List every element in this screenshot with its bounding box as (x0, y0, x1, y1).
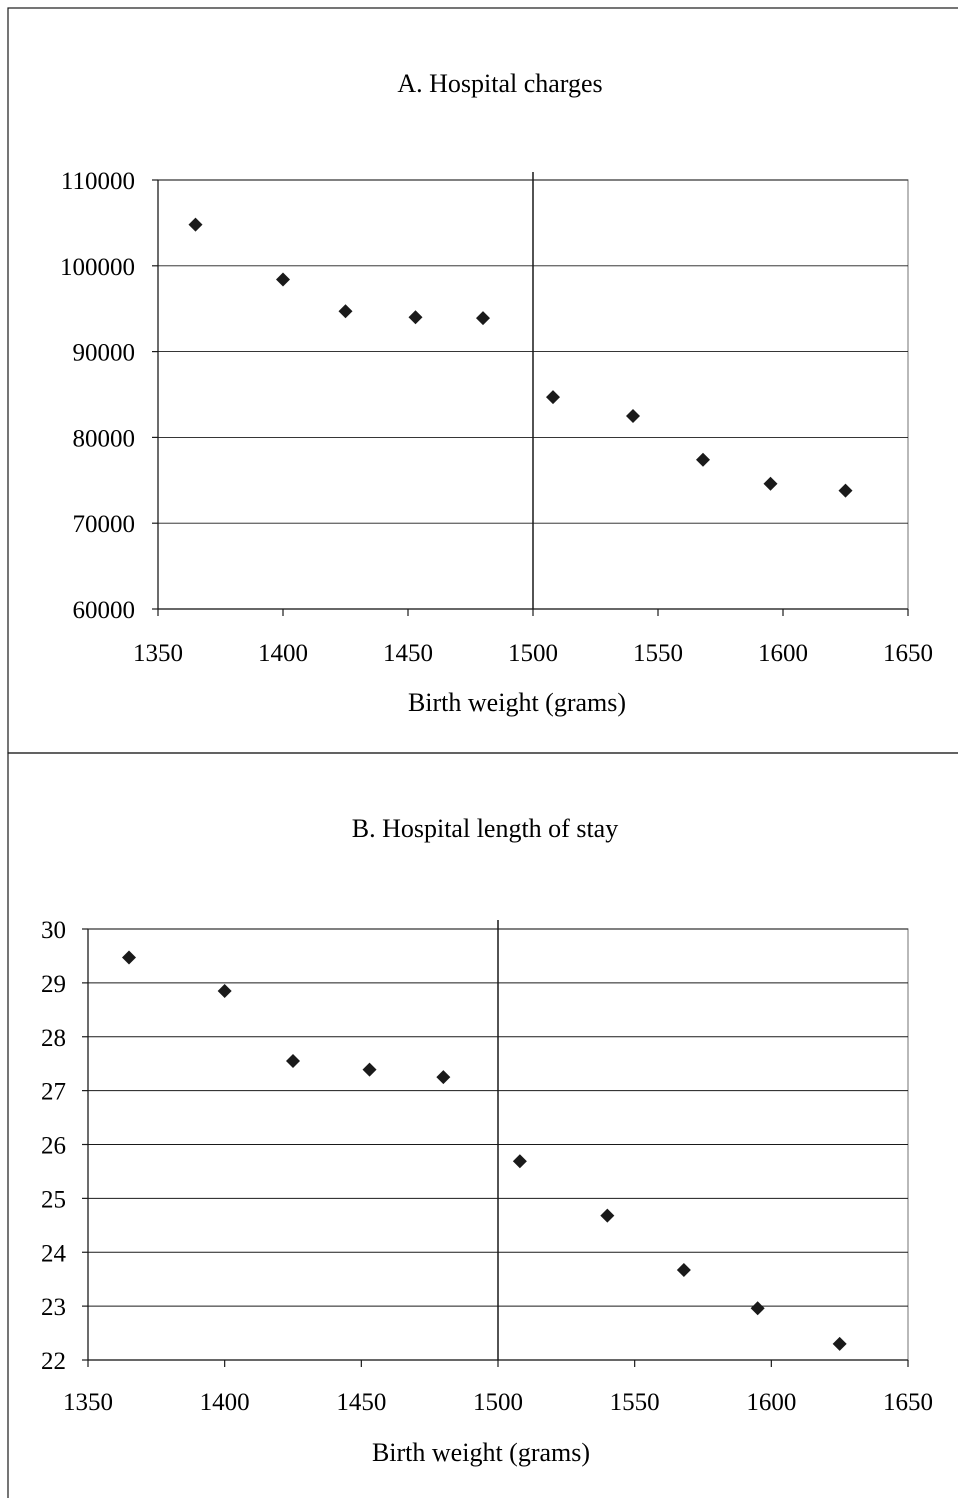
panel-b-y-tick-label: 22 (41, 1348, 66, 1375)
panel-a-x-tick-label: 1500 (508, 640, 558, 667)
panel-b-x-tick-label: 1600 (746, 1389, 796, 1416)
panel-a-data-point (188, 217, 203, 232)
panel-a-x-tick-label: 1550 (633, 640, 683, 667)
panel-b-y-tick-label: 23 (41, 1294, 66, 1321)
panel-b-y-tick-label: 27 (41, 1079, 66, 1106)
panel-a-hospital-charges: A. Hospital charges Birth weight (grams)… (7, 7, 958, 754)
panel-b-frame (7, 752, 958, 1498)
panel-a-data-point (546, 390, 560, 405)
panel-a-title: A. Hospital charges (397, 69, 602, 98)
panel-a-x-axis-label: Birth weight (grams) (408, 688, 626, 717)
panel-b-data-point (750, 1301, 765, 1316)
panel-b-y-tick-label: 24 (41, 1240, 67, 1267)
panel-a-y-tick-label: 100000 (60, 254, 135, 281)
panel-a-x-tick-label: 1600 (758, 640, 808, 667)
panel-b-y-tick-label: 25 (41, 1186, 66, 1213)
panel-a-data-point (626, 408, 640, 423)
panel-a-y-tick-label: 60000 (73, 597, 136, 624)
panel-a-x-tick-label: 1450 (383, 640, 433, 667)
panel-a-data-point (696, 452, 710, 467)
panel-a-x-tick-label: 1350 (133, 640, 183, 667)
panel-a-data-point (338, 304, 353, 319)
panel-b-y-tick-label: 29 (41, 971, 66, 998)
panel-b-y-tick-label: 30 (41, 917, 66, 944)
panel-a-data-point (763, 476, 778, 491)
panel-b-data-point (217, 983, 232, 998)
panel-b-x-tick-label: 1350 (63, 1389, 113, 1416)
panel-b-length-of-stay: B. Hospital length of stay Birth weight … (7, 752, 958, 1498)
panel-b-y-tick-label: 26 (41, 1133, 66, 1160)
panel-b-data-point (832, 1336, 847, 1351)
panel-a-y-tick-label: 80000 (73, 425, 136, 452)
panel-b-x-axis-label: Birth weight (grams) (372, 1438, 590, 1467)
panel-a-data-point (838, 483, 853, 498)
panel-a-data-point (476, 311, 490, 326)
panel-b-x-tick-label: 1550 (610, 1389, 660, 1416)
panel-b-data-point (436, 1070, 451, 1085)
panel-a-data-point (408, 310, 423, 325)
panel-b-y-tick-label: 28 (41, 1025, 66, 1052)
panel-a-x-tick-label: 1650 (883, 640, 933, 667)
panel-b-x-tick-label: 1400 (200, 1389, 250, 1416)
panel-a-y-tick-label: 70000 (73, 511, 136, 538)
panel-b-x-tick-label: 1650 (883, 1389, 933, 1416)
panel-a-y-tick-label: 110000 (61, 168, 135, 195)
panel-b-title: B. Hospital length of stay (352, 814, 618, 843)
panel-b-x-tick-label: 1450 (336, 1389, 386, 1416)
panel-a-y-tick-label: 90000 (73, 340, 136, 367)
panel-b-x-tick-label: 1500 (473, 1389, 523, 1416)
panel-b-data-point (676, 1263, 691, 1278)
panel-a-data-point (276, 272, 290, 287)
panel-b-data-point (600, 1208, 615, 1223)
panel-a-x-tick-label: 1400 (258, 640, 308, 667)
panel-b-data-point (122, 950, 136, 965)
panel-b-data-point (512, 1154, 527, 1169)
panel-b-data-point (362, 1062, 377, 1077)
panel-b-data-point (286, 1053, 300, 1068)
